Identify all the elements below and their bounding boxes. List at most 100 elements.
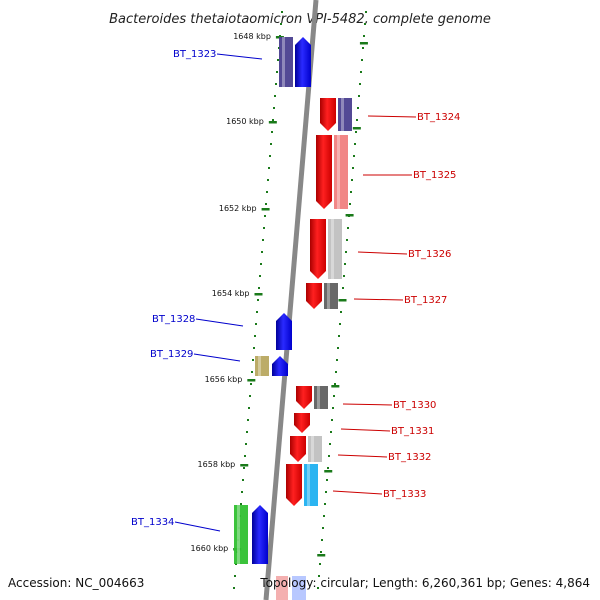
gene-label[interactable]: BT_1325 (413, 170, 456, 181)
minor-tick (340, 311, 342, 313)
gene-bt-1326[interactable] (310, 219, 342, 279)
minor-tick (354, 143, 356, 145)
minor-tick (342, 287, 344, 289)
gene-arrow[interactable] (316, 135, 332, 209)
gene-category-box (328, 219, 342, 279)
gene-category-highlight (337, 135, 340, 209)
gene-arrow[interactable] (286, 464, 302, 506)
minor-tick (270, 143, 272, 145)
major-tick (261, 208, 270, 211)
leader-line (193, 353, 241, 362)
gene-label[interactable]: BT_1326 (408, 249, 451, 260)
scale-tick-label: 1658 kbp (198, 460, 236, 469)
gene-arrow[interactable] (310, 219, 326, 279)
gene-bt-1332[interactable] (290, 436, 322, 462)
gene-bt-1334[interactable] (234, 505, 268, 564)
gene-category-highlight (258, 356, 261, 376)
minor-tick (272, 119, 274, 121)
minor-tick (253, 347, 255, 349)
minor-tick (263, 227, 265, 229)
gene-arrow[interactable] (272, 356, 288, 376)
minor-tick (355, 131, 357, 133)
gene-label[interactable]: BT_1329 (150, 349, 193, 360)
minor-tick (261, 251, 263, 253)
minor-tick (247, 419, 249, 421)
gene-bt-1325[interactable] (316, 135, 348, 209)
major-tick (317, 554, 326, 557)
gene-category-box (314, 386, 328, 409)
minor-tick (333, 395, 335, 397)
leader-line (367, 115, 417, 118)
minor-tick (353, 155, 355, 157)
gene-label[interactable]: BT_1330 (393, 400, 436, 411)
minor-tick (332, 407, 334, 409)
minor-tick (256, 311, 258, 313)
gene-label[interactable]: BT_1331 (391, 426, 434, 437)
major-tick (240, 464, 249, 467)
minor-tick (274, 95, 276, 97)
minor-tick (365, 11, 367, 13)
minor-tick (336, 359, 338, 361)
gene-bt-1323[interactable] (279, 37, 311, 87)
leader-line (353, 298, 404, 301)
minor-tick (338, 335, 340, 337)
minor-tick (363, 35, 365, 37)
minor-tick (361, 59, 363, 61)
minor-tick (324, 503, 326, 505)
minor-tick (251, 371, 253, 373)
minor-tick (266, 191, 268, 193)
gene-arrow[interactable] (252, 505, 268, 564)
gene-arrow[interactable] (295, 37, 311, 87)
genome-summary-text: Topology: circular; Length: 6,260,361 bp… (259, 576, 590, 590)
gene-category-highlight (311, 436, 314, 462)
gene-arrow[interactable] (276, 313, 292, 350)
gene-category-box (324, 283, 338, 309)
minor-tick (264, 215, 266, 217)
minor-tick (328, 455, 330, 457)
minor-tick (267, 179, 269, 181)
minor-tick (357, 107, 359, 109)
scale-tick-label: 1650 kbp (226, 117, 264, 126)
major-tick (359, 42, 368, 45)
minor-tick (240, 503, 242, 505)
gene-label[interactable]: BT_1323 (173, 49, 216, 60)
scale-tick-label: 1654 kbp (212, 289, 250, 298)
gene-arrow[interactable] (320, 98, 336, 131)
gene-label[interactable]: BT_1328 (152, 314, 195, 325)
minor-tick (326, 479, 328, 481)
gene-label[interactable]: BT_1334 (131, 517, 174, 528)
minor-tick (344, 263, 346, 265)
major-tick (254, 293, 263, 296)
gene-label[interactable]: BT_1324 (417, 112, 460, 123)
minor-tick (242, 479, 244, 481)
gene-arrow[interactable] (306, 283, 322, 309)
gene-bt-1330[interactable] (296, 386, 328, 409)
gene-arrow[interactable] (290, 436, 306, 462)
minor-tick (234, 575, 236, 577)
major-tick (338, 299, 347, 302)
gene-bt-1324[interactable] (320, 98, 352, 131)
minor-tick (269, 155, 271, 157)
leader-line (332, 490, 383, 495)
gene-label[interactable]: BT_1327 (404, 295, 447, 306)
minor-tick (358, 95, 360, 97)
gene-bt-1331[interactable] (294, 413, 310, 433)
leader-line (340, 428, 391, 432)
minor-tick (254, 335, 256, 337)
minor-tick (331, 419, 333, 421)
gene-bt-1329[interactable] (255, 356, 288, 376)
gene-bt-1328[interactable] (276, 313, 292, 350)
gene-label[interactable]: BT_1333 (383, 489, 426, 500)
gene-label[interactable]: BT_1332 (388, 452, 431, 463)
gene-category-box (279, 37, 293, 87)
leader-line (357, 251, 408, 255)
accession-text: Accession: NC_004663 (8, 576, 144, 590)
leader-line (342, 403, 393, 406)
gene-arrow[interactable] (296, 386, 312, 409)
gene-arrow[interactable] (294, 413, 310, 433)
gene-bt-1327[interactable] (306, 283, 338, 309)
minor-tick (335, 371, 337, 373)
minor-tick (347, 227, 349, 229)
major-tick (352, 127, 361, 130)
gene-bt-1333[interactable] (286, 464, 318, 506)
